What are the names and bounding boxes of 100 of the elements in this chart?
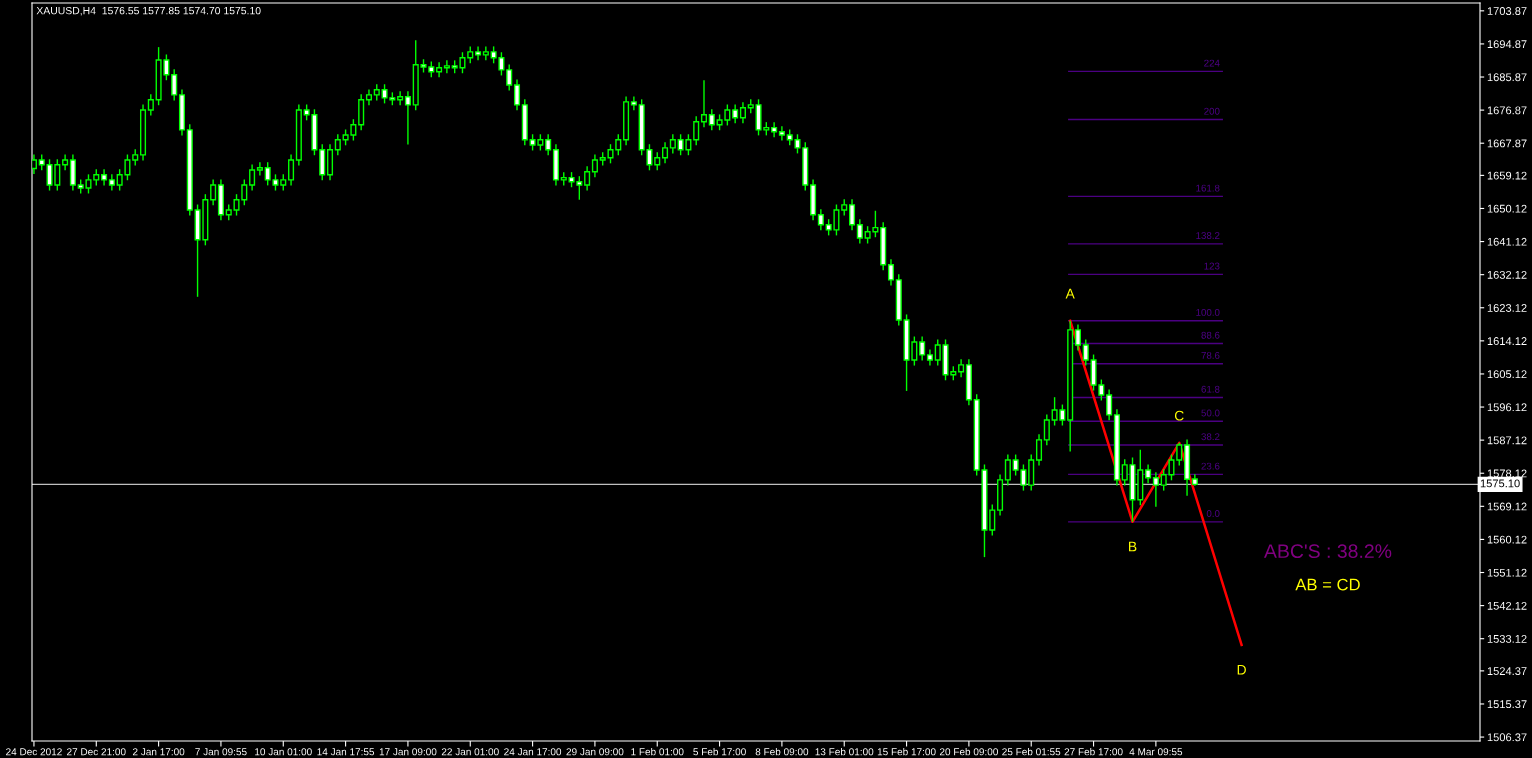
candlestick <box>708 108 715 131</box>
annotation: 61.8 <box>1201 385 1220 393</box>
candlestick <box>1152 471 1159 508</box>
y-tick-label: 1641.12 <box>1487 237 1527 246</box>
candlestick <box>1043 413 1050 447</box>
candlestick <box>584 165 591 192</box>
x-tick-label: 17 Jan 09:00 <box>379 748 437 756</box>
candlestick <box>778 125 785 142</box>
x-tick-label: 7 Jan 09:55 <box>195 748 247 756</box>
candlestick <box>591 153 598 178</box>
candlestick <box>693 115 700 146</box>
candlestick <box>1176 442 1183 467</box>
data-label: D <box>1237 664 1246 675</box>
candlestick <box>436 61 443 78</box>
y-tick-label: 1560.12 <box>1487 535 1527 544</box>
annotation: 38.2 <box>1201 433 1220 441</box>
x-tick-label: 24 Jan 17:00 <box>504 748 562 756</box>
y-tick-label: 1659.12 <box>1487 171 1527 180</box>
annotation: 200 <box>1204 107 1220 115</box>
candlestick <box>171 68 178 102</box>
candlestick <box>365 88 373 106</box>
y-tick-label: 1587.12 <box>1487 436 1527 445</box>
x-tick-label: 25 Feb 01:55 <box>1002 747 1061 756</box>
candlestick <box>1074 323 1082 352</box>
candlestick <box>856 218 863 245</box>
y-tick-label: 1614.12 <box>1487 337 1527 345</box>
candlestick <box>771 121 778 138</box>
annotation: ABC'S : 38.2% <box>1264 544 1392 559</box>
data-label: C <box>1174 410 1184 421</box>
data-label: A <box>1065 288 1075 299</box>
annotation: 138.2 <box>1196 232 1220 239</box>
annotation: 100.0 <box>1196 308 1220 316</box>
x-tick-label: 20 Feb 09:00 <box>939 747 998 756</box>
x-tick-label: 5 Feb 17:00 <box>693 747 746 756</box>
y-tick-label: 1569.12 <box>1487 502 1527 511</box>
candlestick <box>1035 433 1043 467</box>
x-tick-label: 15 Feb 17:00 <box>877 747 936 756</box>
y-tick-label: 1578.12 <box>1487 469 1527 478</box>
candlestick <box>545 133 552 156</box>
candlestick <box>62 153 69 172</box>
y-tick-label: 1650.12 <box>1487 204 1527 213</box>
y-tick-label: 1551.12 <box>1487 568 1527 577</box>
x-tick-label: 14 Jan 17:55 <box>317 748 375 756</box>
candlestick <box>334 133 341 156</box>
candlestick <box>887 258 895 287</box>
candlestick <box>739 101 746 124</box>
chart-title: XAUUSD,H4 1576.55 1577.85 1574.70 1575.10 <box>36 6 261 16</box>
candlestick <box>654 151 661 172</box>
candlestick <box>919 335 926 362</box>
candlestick <box>1106 388 1113 422</box>
x-tick-label: 8 Feb 09:00 <box>755 747 809 756</box>
candlestick <box>669 133 676 155</box>
y-tick-label: 1542.12 <box>1487 601 1527 610</box>
candlestick <box>513 78 521 112</box>
y-tick-label: 1506.37 <box>1487 733 1527 742</box>
candlestick <box>1145 463 1152 484</box>
candlestick <box>506 63 513 92</box>
y-tick-label: 1694.87 <box>1487 40 1527 49</box>
annotation: 50.0 <box>1201 409 1220 417</box>
candlestick <box>443 59 450 74</box>
candlestick <box>288 153 295 187</box>
y-tick-label: 1524.37 <box>1487 667 1527 676</box>
candlestick <box>482 45 489 62</box>
x-tick-label: 24 Dec 2012 <box>6 748 62 756</box>
candlestick <box>404 90 411 146</box>
y-tick-label: 1632.12 <box>1487 270 1527 279</box>
annotation: 123 <box>1204 262 1220 270</box>
y-tick-label: 1667.87 <box>1487 139 1527 148</box>
candlestick <box>108 173 115 192</box>
x-tick-label: 27 Dec 21:00 <box>67 748 126 756</box>
data-label: B <box>1129 541 1137 552</box>
y-tick-label: 1685.87 <box>1487 73 1527 82</box>
candlestick <box>475 45 482 62</box>
candlestick <box>256 161 263 177</box>
y-tick-label: 1623.12 <box>1487 304 1527 312</box>
candlestick <box>700 79 708 128</box>
candlestick <box>210 178 217 206</box>
candlestick <box>397 90 404 106</box>
candlestick <box>1004 453 1011 487</box>
y-tick-label: 1533.12 <box>1487 634 1527 643</box>
annotation: 0.0 <box>1206 510 1220 517</box>
ref-line-label: 1575.10 <box>1480 479 1520 488</box>
x-tick-label: 29 Jan 09:00 <box>566 748 624 756</box>
annotation: 224 <box>1204 59 1220 67</box>
x-tick-label: 1 Feb 01:00 <box>631 747 684 756</box>
candlestick <box>32 153 37 175</box>
x-tick-label: 10 Jan 01:00 <box>255 748 312 756</box>
annotation: 23.6 <box>1201 462 1220 470</box>
candlestick <box>732 103 739 124</box>
annotation: 88.6 <box>1201 331 1220 339</box>
y-tick-label: 1676.87 <box>1487 106 1527 115</box>
candlestick <box>926 348 933 367</box>
candlestick <box>817 208 824 231</box>
annotation: 78.6 <box>1201 351 1220 359</box>
x-tick-label: 27 Feb 17:00 <box>1064 747 1123 756</box>
y-tick-label: 1515.37 <box>1487 700 1527 709</box>
y-tick-label: 1703.87 <box>1487 7 1527 15</box>
y-tick-label: 1605.12 <box>1487 370 1527 379</box>
x-tick-label: 4 Mar 09:55 <box>1129 748 1183 756</box>
candlestick <box>958 358 965 379</box>
